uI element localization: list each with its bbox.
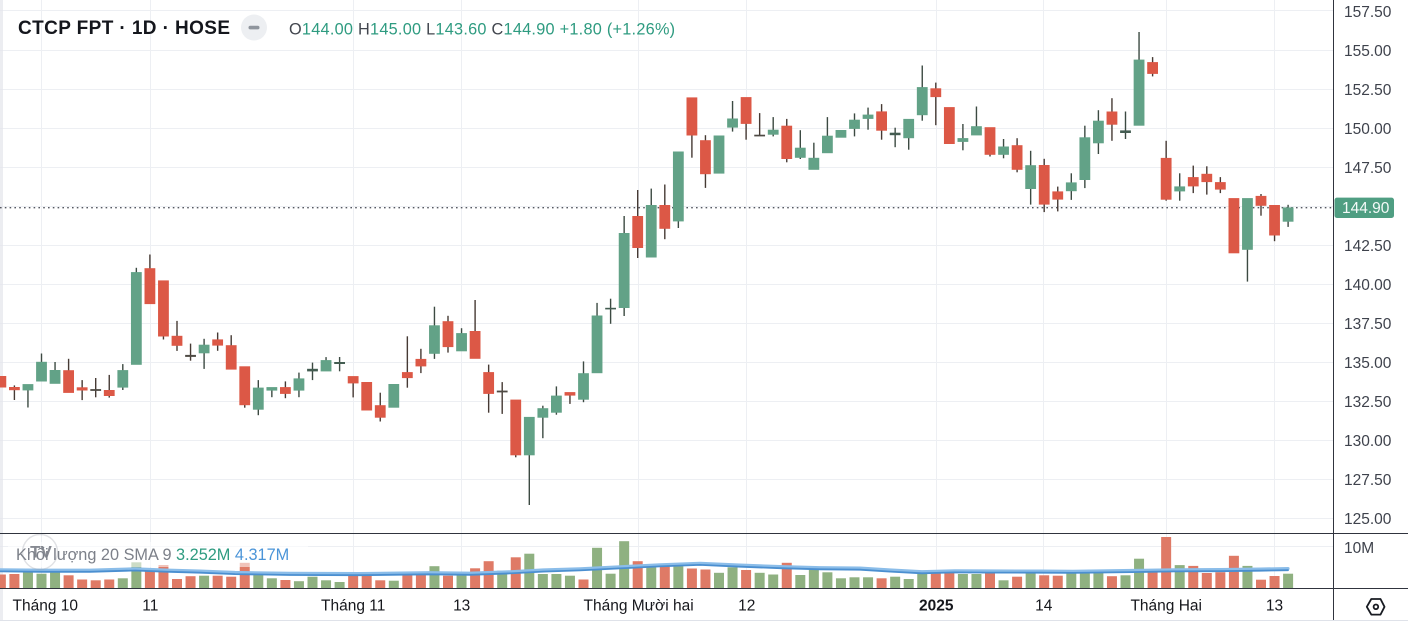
svg-text:Tháng Hai: Tháng Hai bbox=[1130, 597, 1202, 614]
svg-text:2025: 2025 bbox=[919, 597, 954, 614]
svg-text:TV: TV bbox=[30, 543, 52, 562]
svg-text:142.50: 142.50 bbox=[1344, 238, 1392, 255]
svg-text:147.50: 147.50 bbox=[1344, 160, 1392, 177]
svg-text:157.50: 157.50 bbox=[1344, 4, 1392, 21]
svg-text:13: 13 bbox=[1266, 597, 1283, 614]
svg-text:137.50: 137.50 bbox=[1344, 316, 1392, 333]
svg-text:12: 12 bbox=[738, 597, 755, 614]
svg-text:144.90: 144.90 bbox=[1342, 200, 1390, 217]
svg-text:Khối lượng 20 SMA 9 3.252M 4: Khối lượng 20 SMA 9 3.252M 4.317M bbox=[16, 546, 289, 564]
svg-text:152.50: 152.50 bbox=[1344, 82, 1392, 99]
svg-text:11: 11 bbox=[142, 597, 158, 614]
svg-text:Tháng Mười hai: Tháng Mười hai bbox=[584, 597, 694, 614]
svg-text:135.00: 135.00 bbox=[1344, 355, 1392, 372]
svg-text:127.50: 127.50 bbox=[1344, 472, 1392, 489]
svg-text:155.00: 155.00 bbox=[1344, 43, 1392, 60]
svg-text:150.00: 150.00 bbox=[1344, 121, 1392, 138]
svg-text:Tháng 11: Tháng 11 bbox=[321, 597, 385, 614]
svg-text:125.00: 125.00 bbox=[1344, 511, 1392, 528]
svg-text:O144.00 H145.00 L143.60 C144.9: O144.00 H145.00 L143.60 C144.90 +1.80 (+… bbox=[289, 21, 675, 39]
svg-text:140.00: 140.00 bbox=[1344, 277, 1392, 294]
svg-text:CTCP FPT · 1D · HOSE: CTCP FPT · 1D · HOSE bbox=[18, 18, 230, 39]
svg-text:132.50: 132.50 bbox=[1344, 394, 1392, 411]
svg-text:10M: 10M bbox=[1344, 540, 1374, 557]
svg-text:14: 14 bbox=[1035, 597, 1053, 614]
svg-text:13: 13 bbox=[453, 597, 470, 614]
svg-text:Tháng 10: Tháng 10 bbox=[13, 597, 79, 614]
svg-text:130.00: 130.00 bbox=[1344, 433, 1392, 450]
